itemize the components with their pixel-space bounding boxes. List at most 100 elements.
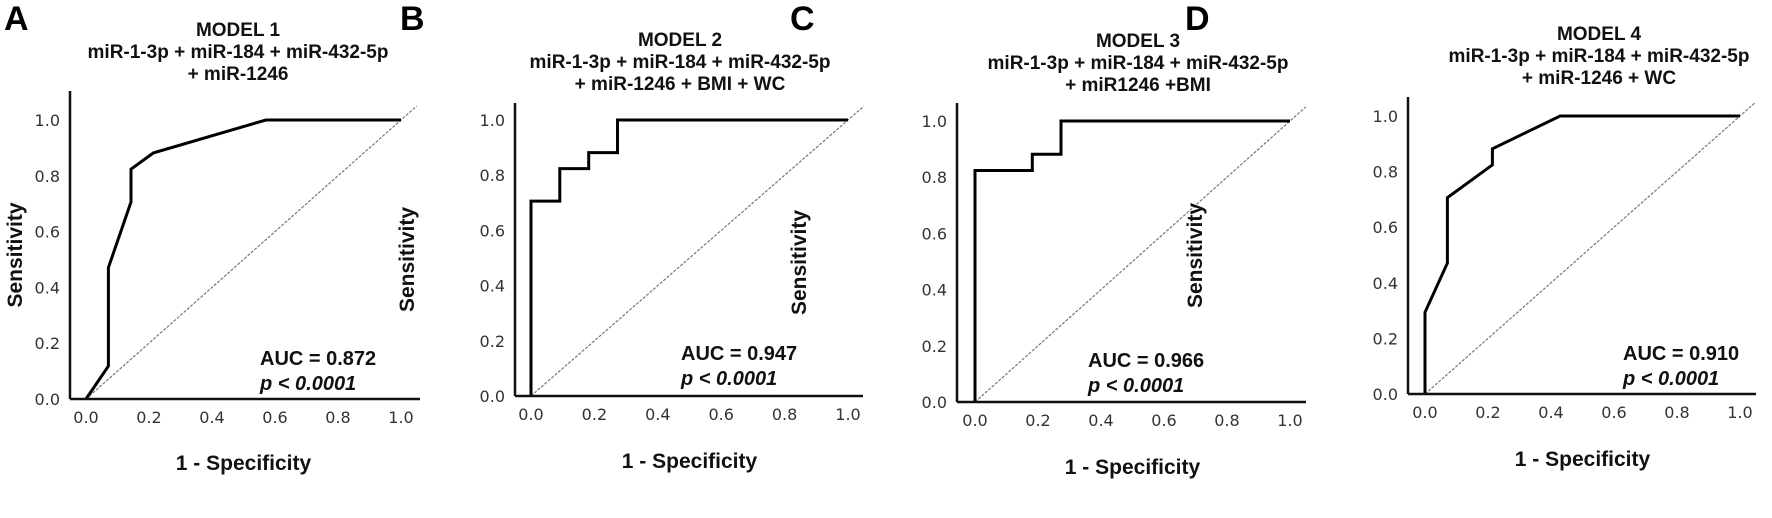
y-tick-label: 0.4 [1373, 274, 1398, 293]
y-tick-label: 0.4 [922, 281, 947, 300]
p-value: < 0.0001 [693, 368, 777, 390]
y-tick-label: 0.6 [480, 221, 505, 240]
y-tick-label: 1.0 [480, 111, 505, 130]
p-value-annotation: p < 0.0001 [1087, 375, 1184, 397]
chart-subtitle-line: + miR-1246 [188, 64, 289, 85]
roc-curve [529, 118, 848, 396]
panel-letter: D [1185, 0, 1210, 38]
y-tick-label: 1.0 [35, 111, 60, 130]
y-tick-label: 0.0 [480, 387, 505, 406]
roc-curve [1423, 114, 1740, 394]
y-tick-label: 0.0 [35, 390, 60, 409]
x-tick-label: 0.0 [1412, 403, 1437, 422]
p-symbol: p [259, 373, 272, 395]
p-value: < 0.0001 [1100, 375, 1184, 397]
y-tick-label: 0.6 [35, 223, 60, 242]
x-axis-label: 1 - Specificity [1065, 456, 1201, 479]
y-tick-label: 0.2 [922, 337, 947, 356]
x-tick-label: 0.6 [1151, 411, 1176, 430]
x-tick-label: 0.8 [325, 408, 350, 427]
reference-line [530, 105, 865, 397]
x-axis-label: 1 - Specificity [176, 452, 312, 475]
x-axis-label: 1 - Specificity [1515, 448, 1651, 471]
p-value: < 0.0001 [272, 373, 356, 395]
reference-line [974, 106, 1307, 403]
y-axis-label: Sensitivity [788, 210, 811, 315]
x-tick-label: 0.4 [1538, 403, 1563, 422]
panel-letter: C [790, 0, 815, 38]
p-symbol: p [1622, 368, 1635, 390]
chart-subtitle-line: miR-1-3p + miR-184 + miR-432-5p [1449, 46, 1750, 67]
x-axis-label: 1 - Specificity [622, 450, 758, 473]
y-tick-label: 0.2 [35, 334, 60, 353]
chart-title: MODEL 3 [1096, 31, 1180, 52]
y-tick-label: 0.8 [1373, 163, 1398, 182]
x-tick-label: 0.2 [582, 405, 607, 424]
y-tick-label: 0.2 [1373, 329, 1398, 348]
x-tick-label: 1.0 [835, 405, 860, 424]
x-tick-label: 0.0 [518, 405, 543, 424]
x-tick-label: 0.2 [136, 408, 161, 427]
x-tick-label: 0.6 [708, 405, 733, 424]
auc-annotation: AUC = 0.872 [260, 348, 376, 370]
chart-subtitle-line: + miR-1246 + WC [1522, 68, 1676, 89]
reference-line [85, 105, 418, 400]
x-tick-label: 1.0 [1727, 403, 1752, 422]
p-value-annotation: p < 0.0001 [680, 368, 777, 390]
x-tick-label: 0.0 [73, 408, 98, 427]
chart-subtitle-line: + miR1246 +BMI [1065, 75, 1211, 96]
x-tick-label: 0.2 [1025, 411, 1050, 430]
y-tick-label: 0.8 [922, 168, 947, 187]
y-tick-label: 1.0 [922, 112, 947, 131]
x-tick-label: 0.8 [1664, 403, 1689, 422]
auc-annotation: AUC = 0.966 [1088, 350, 1204, 372]
roc-curve [973, 119, 1290, 402]
y-tick-label: 0.6 [922, 224, 947, 243]
y-tick-label: 0.0 [1373, 385, 1398, 404]
p-symbol: p [1087, 375, 1100, 397]
y-tick-label: 0.8 [35, 167, 60, 186]
x-tick-label: 0.6 [1601, 403, 1626, 422]
x-tick-label: 1.0 [388, 408, 413, 427]
roc-curve [84, 118, 401, 400]
p-value-annotation: p < 0.0001 [1622, 368, 1719, 390]
chart-title: MODEL 4 [1557, 24, 1642, 45]
x-tick-label: 0.4 [1088, 411, 1113, 430]
x-tick-label: 0.8 [772, 405, 797, 424]
chart-subtitle-line: miR-1-3p + miR-184 + miR-432-5p [88, 42, 389, 63]
x-tick-label: 0.6 [262, 408, 287, 427]
x-tick-label: 1.0 [1277, 411, 1302, 430]
p-value: < 0.0001 [1635, 368, 1719, 390]
chart-subtitle-line: miR-1-3p + miR-184 + miR-432-5p [988, 53, 1289, 74]
auc-annotation: AUC = 0.910 [1623, 343, 1739, 365]
x-tick-label: 0.8 [1214, 411, 1239, 430]
p-symbol: p [680, 368, 693, 390]
x-tick-label: 0.4 [199, 408, 224, 427]
y-axis-label: Sensitivity [396, 207, 419, 312]
chart-title: MODEL 2 [638, 30, 722, 51]
reference-line [1424, 101, 1757, 395]
x-tick-label: 0.2 [1475, 403, 1500, 422]
y-axis-label: Sensitivity [4, 202, 27, 307]
chart-title: MODEL 1 [196, 20, 281, 41]
y-tick-label: 0.4 [480, 277, 505, 296]
p-value-annotation: p < 0.0001 [259, 373, 356, 395]
panel-letter: A [4, 0, 29, 38]
y-tick-label: 0.2 [480, 332, 505, 351]
y-tick-label: 0.4 [35, 278, 60, 297]
chart-subtitle-line: miR-1-3p + miR-184 + miR-432-5p [530, 52, 831, 73]
auc-annotation: AUC = 0.947 [681, 343, 797, 365]
y-tick-label: 0.8 [480, 166, 505, 185]
y-tick-label: 0.6 [1373, 218, 1398, 237]
y-tick-label: 0.0 [922, 393, 947, 412]
chart-subtitle-line: + miR-1246 + BMI + WC [575, 74, 786, 95]
y-tick-label: 1.0 [1373, 107, 1398, 126]
x-tick-label: 0.0 [962, 411, 987, 430]
x-tick-label: 0.4 [645, 405, 670, 424]
panel-letter: B [400, 0, 425, 38]
